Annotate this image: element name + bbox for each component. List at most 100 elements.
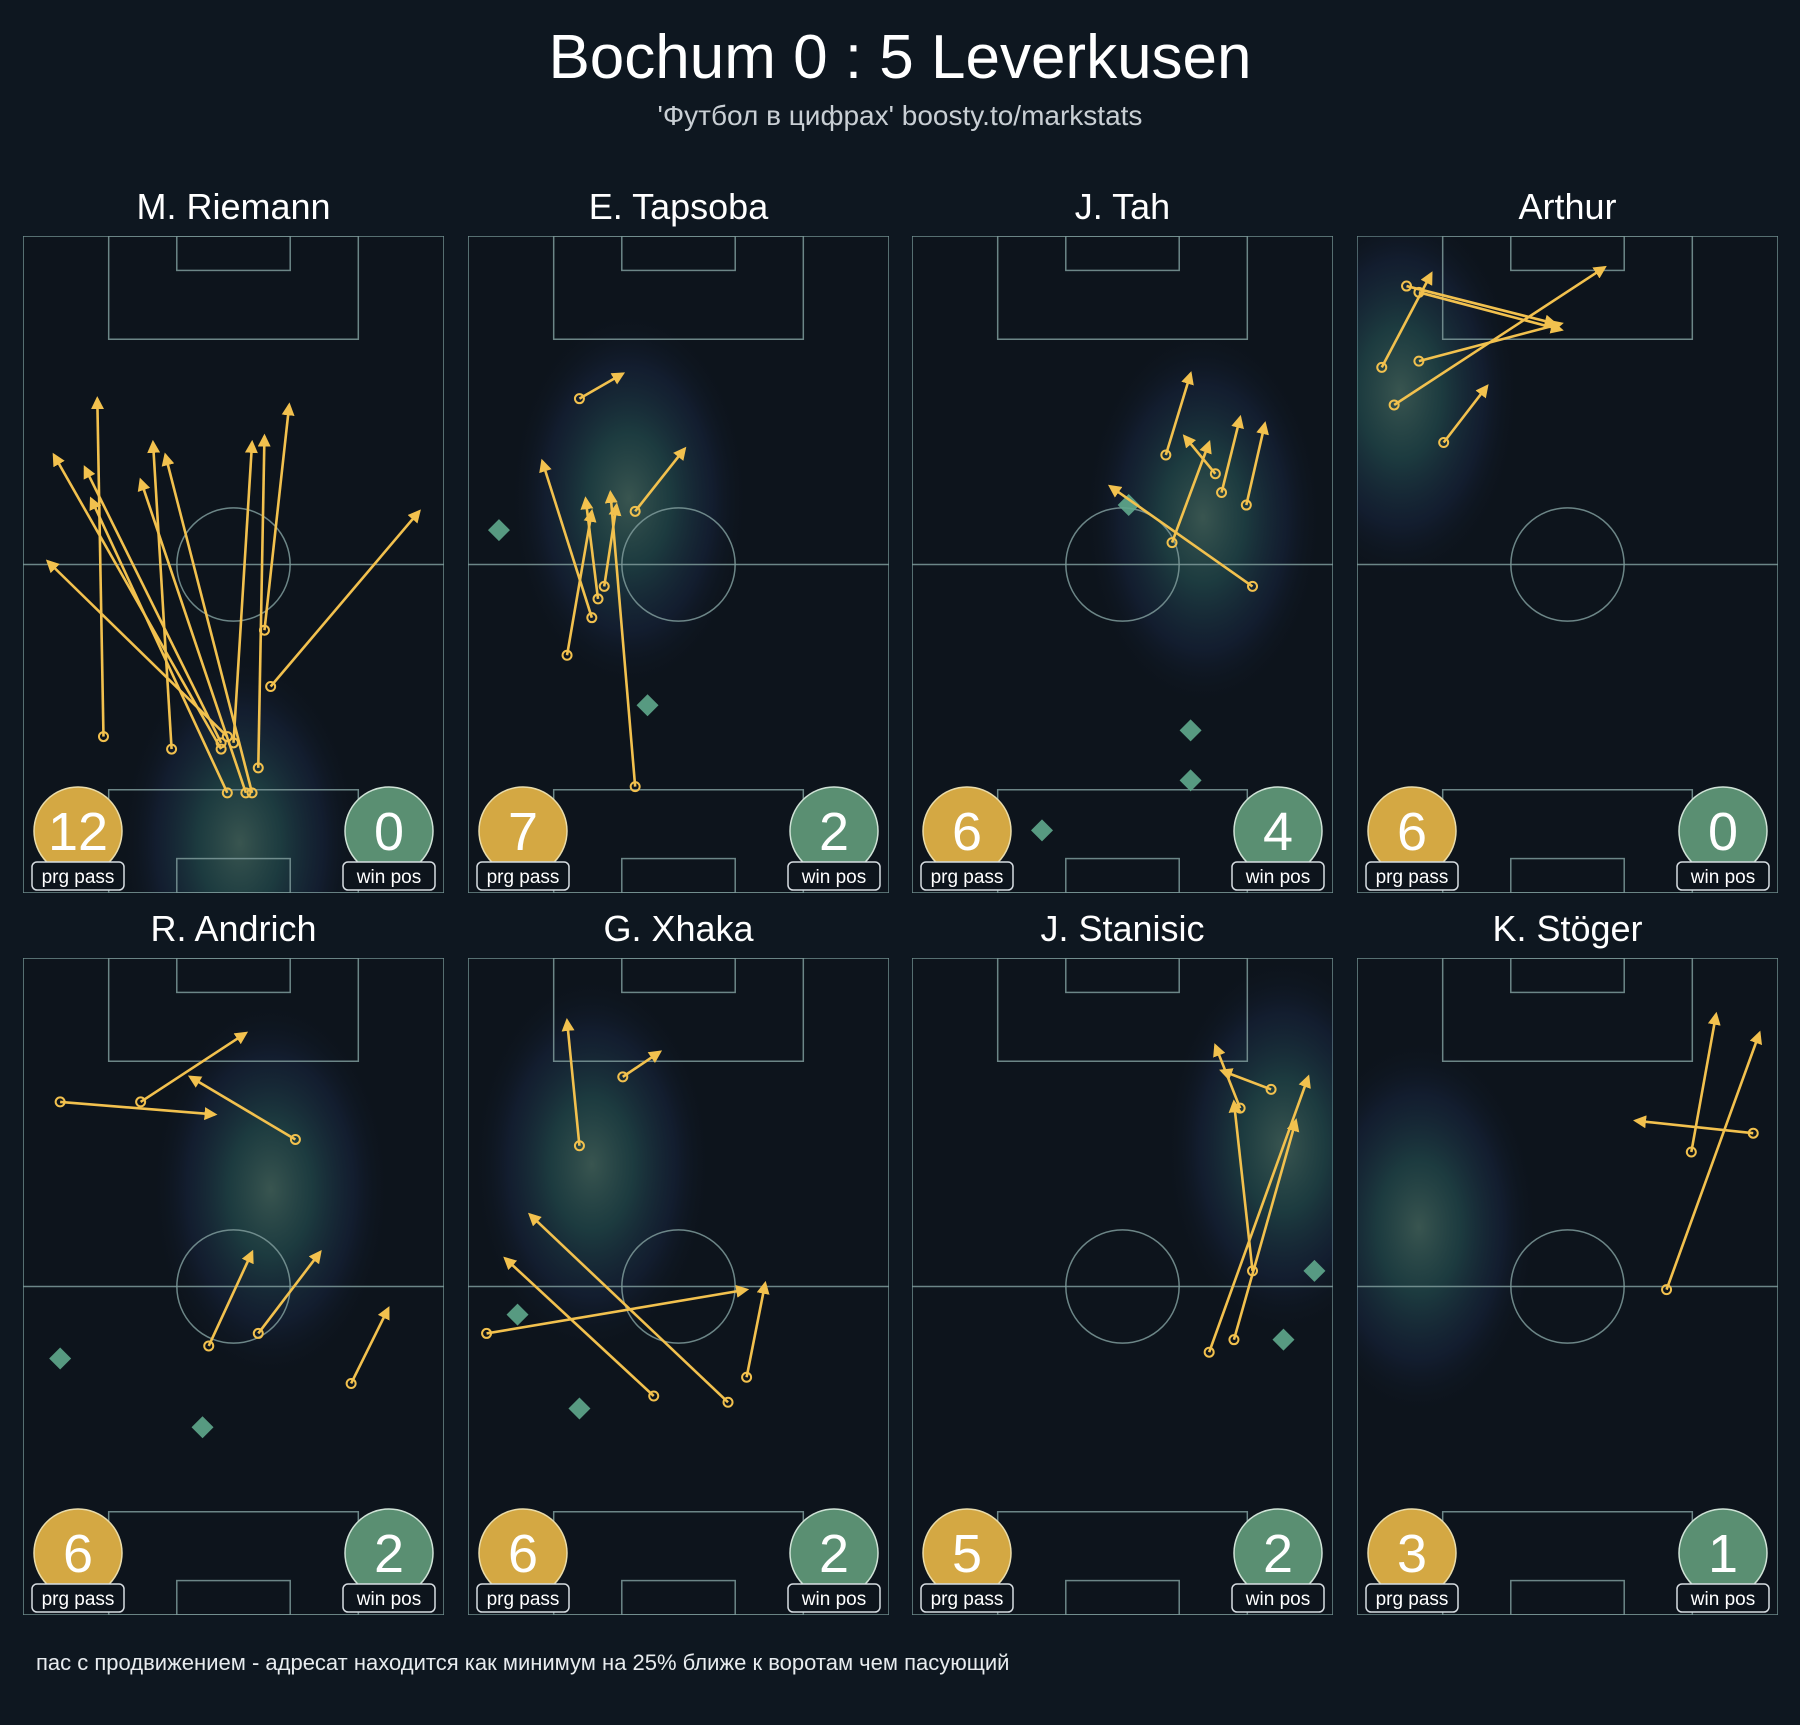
- pass-origin-point: [215, 743, 227, 755]
- pass-origin-point: [573, 1140, 585, 1152]
- win-pos-badge-label: win pos: [1245, 1589, 1310, 1610]
- progressive-pass-arrow: [269, 509, 421, 688]
- progressive-pass-arrow: [539, 458, 594, 619]
- pass-origin-point: [592, 593, 604, 605]
- progressive-pass-arrow: [1633, 1115, 1754, 1135]
- progressive-pass-arrow: [561, 1017, 581, 1146]
- win-position-marker: [636, 694, 659, 717]
- win-pos-badge-value: 1: [1708, 1524, 1738, 1584]
- progressive-pass-arrow: [634, 446, 687, 513]
- player-name: R. Andrich: [150, 908, 317, 949]
- win-pos-badge-label-box: [342, 1583, 436, 1613]
- center-circle: [1065, 1229, 1180, 1344]
- progressive-pass-arrow: [565, 508, 597, 656]
- penalty-box-top: [107, 236, 360, 340]
- progressive-pass-arrow: [1164, 371, 1194, 456]
- heat-density: [471, 974, 712, 1355]
- win-pos-badge-label: win pos: [1690, 867, 1755, 888]
- progressive-pass-arrow: [1220, 414, 1244, 493]
- progressive-pass-arrow: [486, 1284, 750, 1335]
- prg-pass-badge-label: prg pass: [42, 1589, 115, 1610]
- pass-origin-point: [573, 393, 585, 405]
- prg-pass-badge-label: prg pass: [42, 867, 115, 888]
- six-yard-box-top: [621, 958, 736, 994]
- pass-origin-point: [345, 1377, 357, 1389]
- penalty-box-top: [1441, 958, 1694, 1062]
- center-circle: [621, 507, 736, 622]
- pass-origin-point: [1240, 499, 1252, 511]
- win-position-marker: [191, 1416, 214, 1439]
- progressive-pass-arrow: [257, 1250, 322, 1335]
- pass-origin-point: [586, 612, 598, 624]
- progressive-pass-arrow: [349, 1306, 390, 1385]
- pass-origin-point: [258, 624, 270, 636]
- progressive-pass-arrow: [604, 489, 637, 787]
- pass-origin-point: [1209, 468, 1221, 480]
- progressive-pass-arrow: [1219, 1068, 1272, 1091]
- pass-origin-point: [240, 787, 252, 799]
- progressive-pass-arrow: [207, 1249, 254, 1347]
- win-pos-badge-label: win pos: [801, 867, 866, 888]
- pass-origin-point: [648, 1390, 660, 1402]
- player-panel: E. Tapsoba 7 prg pass 2 win pos: [468, 186, 889, 893]
- progressive-pass-arrow: [147, 439, 173, 750]
- pitch: 6 prg pass 0 win pos: [1357, 236, 1778, 893]
- win-position-marker: [49, 1347, 72, 1370]
- progressive-pass-arrow: [602, 502, 622, 587]
- player-panel: J. Tah 6 prg pass 4 win pos: [912, 186, 1333, 893]
- progressive-pass-arrow: [1107, 484, 1254, 588]
- pass-origin-point: [1166, 537, 1178, 549]
- six-yard-box-top: [1510, 958, 1625, 994]
- progressive-pass-arrow: [1690, 1011, 1721, 1153]
- prg-pass-badge-label-box: [31, 861, 125, 891]
- win-pos-badge-value: 0: [1708, 802, 1738, 862]
- progressive-pass-arrow: [89, 496, 229, 794]
- pitch: 6 prg pass 4 win pos: [912, 236, 1333, 893]
- prg-pass-badge-value: 6: [952, 802, 982, 862]
- prg-pass-badge-label-box: [1365, 1583, 1459, 1613]
- player-panel: J. Stanisic 5 prg pass 2 win pos: [912, 908, 1333, 1615]
- pass-origin-point: [1228, 1334, 1240, 1346]
- center-circle: [621, 1229, 736, 1344]
- prg-pass-badge-label: prg pass: [487, 1589, 560, 1610]
- prg-pass-badge-value: 7: [508, 802, 538, 862]
- heat-density: [1357, 1037, 1539, 1417]
- win-pos-badge-value: 0: [374, 802, 404, 862]
- six-yard-box-top: [176, 958, 291, 994]
- progressive-pass-arrow: [1393, 265, 1607, 407]
- pitch: 6 prg pass 2 win pos: [468, 958, 889, 1615]
- pass-origin-point: [265, 681, 277, 693]
- win-pos-badge-label: win pos: [1690, 1589, 1755, 1610]
- center-circle: [176, 507, 291, 622]
- win-pos-badge-value: 2: [819, 802, 849, 862]
- prg-pass-badge-label-box: [476, 1583, 570, 1613]
- pass-origin-point: [1376, 361, 1388, 373]
- pass-origin-point: [135, 1096, 147, 1108]
- progressive-pass-arrow: [1418, 291, 1564, 334]
- win-position-marker: [1179, 719, 1202, 742]
- heat-density: [150, 999, 391, 1380]
- win-position-marker: [1117, 494, 1140, 517]
- progressive-pass-arrow: [528, 1212, 729, 1404]
- player-name: J. Stanisic: [1040, 908, 1205, 949]
- win-position-marker: [1272, 1328, 1295, 1351]
- win-pos-badge-label-box: [1676, 861, 1770, 891]
- pass-origin-point: [97, 731, 109, 743]
- progressive-pass-arrow: [1232, 1118, 1300, 1341]
- progressive-pass-arrow: [1245, 421, 1269, 506]
- player-name: K. Stöger: [1492, 908, 1643, 949]
- prg-pass-badge-label-box: [476, 861, 570, 891]
- progressive-pass-arrow: [1182, 434, 1217, 475]
- penalty-box-top: [996, 236, 1249, 340]
- prg-pass-badge-label-box: [920, 861, 1014, 891]
- pass-origin-point: [1216, 487, 1228, 499]
- progressive-pass-arrow: [578, 372, 626, 400]
- win-position-marker: [506, 1303, 529, 1326]
- win-pos-badge-value: 2: [1263, 1524, 1293, 1584]
- progressive-pass-arrow: [1213, 1043, 1242, 1109]
- prg-pass-badge-value: 5: [952, 1524, 982, 1584]
- penalty-box-top: [1441, 236, 1694, 340]
- prg-pass-badge-label: prg pass: [1376, 1589, 1449, 1610]
- progressive-pass-arrow: [139, 1031, 249, 1104]
